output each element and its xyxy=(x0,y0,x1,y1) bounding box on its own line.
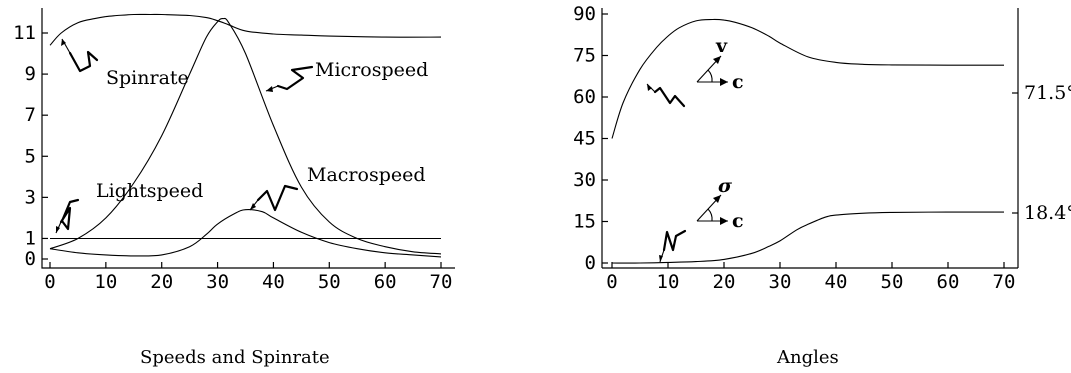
x-tick-label: 60 xyxy=(937,271,960,293)
microspeed-curve xyxy=(49,17,442,255)
top-curve-squiggle xyxy=(653,86,686,108)
c-symbol-top: c xyxy=(732,71,744,93)
left-x-ticks: 0 10 20 30 40 50 60 70 xyxy=(44,262,452,293)
x-tick-label: 20 xyxy=(150,271,173,293)
y-tick-label: 0 xyxy=(25,248,36,270)
x-tick-label: 70 xyxy=(993,271,1016,293)
x-tick-label: 60 xyxy=(374,271,397,293)
x-tick-label: 30 xyxy=(769,271,792,293)
x-tick-label: 20 xyxy=(713,271,736,293)
y-tick-label: 3 xyxy=(25,186,36,208)
label-macrospeed: Macrospeed xyxy=(307,164,426,186)
left-curves xyxy=(49,13,442,258)
left-axes-frame xyxy=(41,8,455,269)
macrospeed-squiggle xyxy=(256,184,299,212)
c-symbol-bottom: c xyxy=(732,210,744,232)
label-spinrate: Spinrate xyxy=(106,67,189,89)
x-tick-label: 50 xyxy=(318,271,341,293)
c-arrowhead-bottom xyxy=(720,217,728,225)
right-caption: Angles xyxy=(776,347,839,368)
spinrate-curve xyxy=(49,13,442,46)
lightspeed-squiggle xyxy=(59,198,80,231)
y-tick-label: 90 xyxy=(573,3,596,25)
y-tick-label: 75 xyxy=(573,45,596,67)
left-caption: Speeds and Spinrate xyxy=(140,347,330,368)
sigma-arrowhead xyxy=(713,195,721,203)
macrospeed-curve xyxy=(49,209,442,258)
sigma-symbol: σ xyxy=(718,175,733,197)
right-series-0-curve xyxy=(611,18,1004,139)
c-arrowhead-top xyxy=(720,78,728,86)
x-tick-label: 10 xyxy=(657,271,680,293)
v-arrowhead xyxy=(713,56,721,64)
x-tick-label: 40 xyxy=(825,271,848,293)
top-curve-arrowhead xyxy=(647,84,652,91)
right-curves xyxy=(611,18,1005,264)
y-tick-label: 45 xyxy=(573,128,596,150)
y-tick-label: 7 xyxy=(25,104,36,126)
x-tick-label: 30 xyxy=(206,271,229,293)
angles-chart: 0 10 20 30 40 50 60 70 0 15 30 45 60 75 90 71.5° 18.4… xyxy=(573,3,1071,368)
x-tick-label: 0 xyxy=(606,271,617,293)
v-symbol: v xyxy=(715,35,728,57)
angle-arc-bottom xyxy=(707,208,713,222)
y-tick-label: 5 xyxy=(25,145,36,167)
y-tick-label: 0 xyxy=(585,252,596,274)
right-x-ticks: 0 10 20 30 40 50 60 70 xyxy=(606,262,1015,293)
y-tick-label: 30 xyxy=(573,169,596,191)
label-microspeed: Microspeed xyxy=(315,59,428,81)
y-tick-label: 15 xyxy=(573,211,596,233)
bottom-curve-arrowhead xyxy=(659,255,663,262)
x-tick-label: 10 xyxy=(94,271,117,293)
x-tick-label: 0 xyxy=(44,271,55,293)
macrospeed-arrowhead xyxy=(250,203,256,210)
y-tick-label: 60 xyxy=(573,86,596,108)
spinrate-squiggle xyxy=(68,50,99,73)
lightspeed-arrowhead xyxy=(56,226,60,233)
angle-label-71: 71.5° xyxy=(1024,82,1071,104)
right-series-1-curve xyxy=(611,211,1005,264)
left-y-ticks: 01 3 5 7 9 11 xyxy=(13,22,48,270)
x-tick-label: 40 xyxy=(262,271,285,293)
label-lightspeed: Lightspeed xyxy=(96,180,203,202)
x-tick-label: 50 xyxy=(881,271,904,293)
y-tick-label: 11 xyxy=(13,22,36,44)
x-tick-label: 70 xyxy=(430,271,453,293)
bottom-curve-squiggle xyxy=(662,229,687,252)
speeds-spinrate-chart: 0 10 20 30 40 50 60 70 01 3 5 7 9 11 Spinrate Micros… xyxy=(13,8,455,368)
microspeed-arrowhead xyxy=(266,86,273,92)
right-y-ticks: 0 15 30 45 60 75 90 xyxy=(573,3,608,274)
y-tick-label: 9 xyxy=(25,63,36,85)
microspeed-squiggle xyxy=(276,65,314,91)
angle-arc-top xyxy=(707,69,713,83)
spinrate-arrowhead xyxy=(61,39,66,46)
angle-label-18: 18.4° xyxy=(1024,202,1071,224)
y-tick-label: 1 xyxy=(25,227,36,249)
